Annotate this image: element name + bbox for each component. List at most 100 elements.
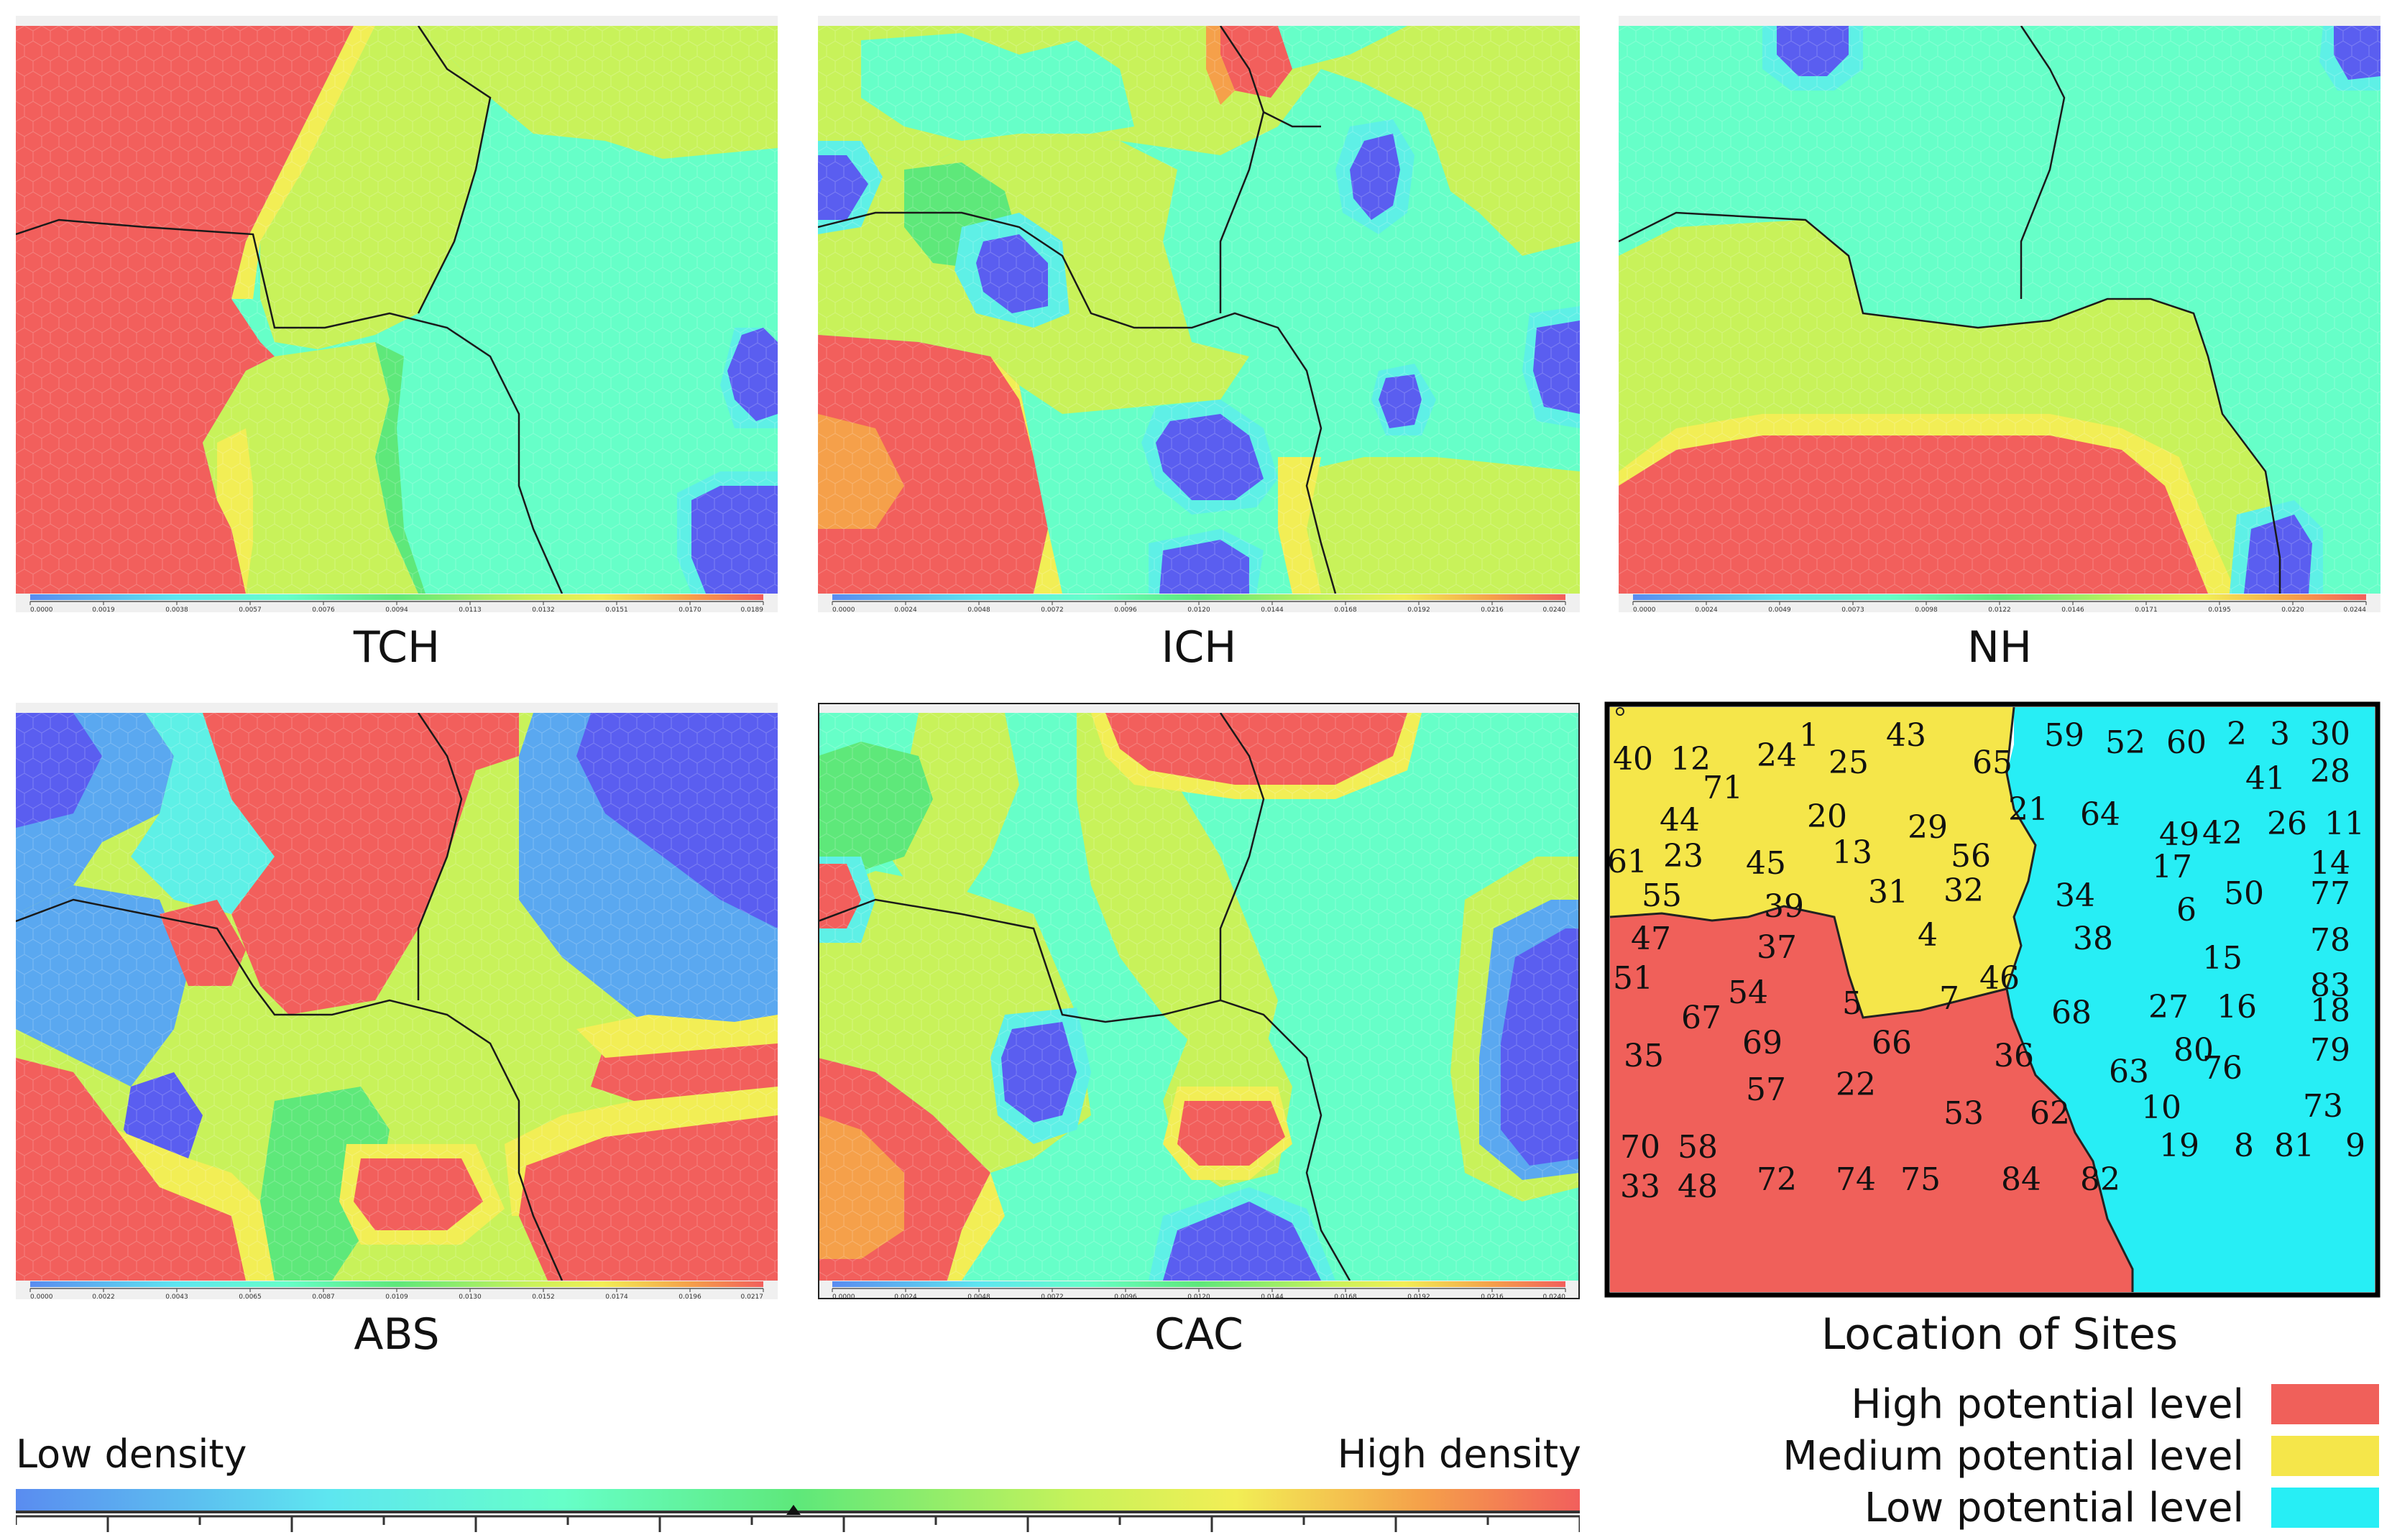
medium-potential-region: [1610, 707, 2036, 1018]
cac-tick-label: 0.0024: [894, 1294, 917, 1299]
sites-map-title: Location of Sites: [1821, 1309, 2179, 1360]
site-label: 64: [2080, 796, 2120, 833]
legend-high-swatch: [2271, 1384, 2379, 1424]
site-label: 74: [1836, 1161, 1876, 1198]
ich-tick-label: 0.0048: [967, 607, 990, 612]
abs-tick-label: 0.0196: [678, 1294, 702, 1299]
ich-tick-label: 0.0144: [1261, 607, 1284, 612]
site-label: 28: [2310, 753, 2350, 790]
site-label: 55: [1642, 877, 1682, 914]
site-label: 24: [1757, 737, 1797, 774]
site-label: 5: [1842, 985, 1862, 1022]
site-label: 50: [2224, 875, 2264, 912]
site-label: 35: [1624, 1038, 1664, 1074]
site-label: 26: [2267, 806, 2307, 842]
cac-tick-label: 0.0096: [1114, 1294, 1137, 1299]
tch-tick-label: 0.0151: [605, 607, 628, 612]
site-label: 77: [2310, 875, 2350, 912]
site-label: 75: [1900, 1161, 1941, 1198]
site-label: 32: [1944, 872, 1984, 909]
site-label: 73: [2303, 1088, 2343, 1125]
nh-caption: NH: [1967, 622, 2032, 673]
site-label: 68: [2051, 995, 2092, 1031]
tch-tick-label: 0.0038: [165, 607, 188, 612]
nh-tick-label: 0.0220: [2281, 607, 2304, 612]
legend-medium-label: Medium potential level: [1782, 1433, 2244, 1480]
site-label: 53: [1944, 1095, 1984, 1132]
site-label: 38: [2073, 921, 2113, 957]
ich-tick-label: 0.0096: [1114, 607, 1137, 612]
tch-tick-label: 0.0076: [312, 607, 335, 612]
ich-map: 0.0000 0.0024 0.0048 0.0072 0.0096 0.0120 0.01…: [818, 16, 1580, 612]
cac-caption: CAC: [1154, 1309, 1243, 1360]
abs-tick-label: 0.0022: [92, 1294, 115, 1299]
site-label: 41: [2245, 760, 2286, 797]
colorbar-high-label: High density: [1337, 1431, 1581, 1477]
site-label: 54: [1728, 974, 1768, 1011]
site-label: 15: [2202, 940, 2242, 977]
site-label: 4: [1918, 917, 1938, 954]
site-label: 13: [1832, 834, 1872, 871]
abs-tick-label: 0.0152: [532, 1294, 555, 1299]
tch-tick-label: 0.0019: [92, 607, 115, 612]
site-label: 49: [2159, 816, 2199, 853]
site-label: 9: [2345, 1128, 2365, 1164]
site-label: 10: [2141, 1089, 2181, 1126]
site-label: 30: [2310, 716, 2350, 752]
tch-tick-label: 0.0189: [741, 607, 764, 612]
site-label: 34: [2055, 877, 2095, 914]
legend-low-swatch: [2271, 1488, 2379, 1528]
tch-tick-label: 0.0170: [678, 607, 702, 612]
site-label: 45: [1746, 845, 1786, 882]
abs-tick-label: 0.0217: [741, 1294, 764, 1299]
site-label: 27: [2148, 989, 2189, 1025]
site-label: 79: [2310, 1032, 2350, 1069]
site-label: 62: [2030, 1095, 2070, 1132]
site-label: 1: [1799, 717, 1819, 754]
nh-tick-label: 0.0195: [2208, 607, 2231, 612]
site-label: 3: [2270, 716, 2290, 752]
site-label: 84: [2001, 1161, 2041, 1198]
colorbar: [14, 1489, 1581, 1538]
site-label: 46: [1979, 960, 2020, 997]
nh-tick-label: 0.0122: [1988, 607, 2011, 612]
site-label: 65: [1972, 744, 2012, 781]
tch-tick-label: 0.0113: [459, 607, 482, 612]
ich-tick-label: 0.0240: [1543, 607, 1566, 612]
site-label: 6: [2176, 892, 2196, 928]
abs-caption: ABS: [354, 1309, 440, 1360]
nh-tick-label: 0.0171: [2135, 607, 2158, 612]
site-label: 21: [2008, 791, 2048, 828]
ich-tick-label: 0.0192: [1407, 607, 1430, 612]
site-label: 51: [1613, 960, 1653, 997]
cac-tick-label: 0.0168: [1334, 1294, 1357, 1299]
site-label: 80: [2174, 1032, 2214, 1069]
site-label: 22: [1836, 1066, 1876, 1103]
legend-medium-swatch: [2271, 1436, 2379, 1476]
site-label: 71: [1703, 770, 1743, 806]
ich-tick-label: 0.0168: [1334, 607, 1357, 612]
sites-map: 40 12 24 1 43 25 65 71 44 20 29 21 61 23 45 13 56 31 32 4 59…: [1604, 701, 2380, 1298]
site-label: 57: [1746, 1071, 1786, 1108]
site-label: 42: [2202, 815, 2242, 852]
site-label: 82: [2080, 1161, 2120, 1198]
site-label: 48: [1678, 1168, 1718, 1205]
site-label: 44: [1660, 802, 1700, 839]
tch-tick-label: 0.0057: [239, 607, 262, 612]
ich-caption: ICH: [1161, 622, 1237, 673]
cac-tick-label: 0.0000: [832, 1294, 855, 1299]
site-label: 67: [1681, 1000, 1721, 1036]
nh-tick-label: 0.0098: [1915, 607, 1938, 612]
site-label: 12: [1670, 741, 1711, 778]
nh-tick-label: 0.0073: [1841, 607, 1864, 612]
ich-tick-label: 0.0120: [1187, 607, 1210, 612]
site-label: 40: [1613, 741, 1653, 778]
abs-tick-label: 0.0065: [239, 1294, 262, 1299]
site-label: 2: [2227, 716, 2247, 752]
site-label: 72: [1757, 1161, 1797, 1198]
high-potential-region: [1610, 906, 2133, 1292]
site-label: 36: [1994, 1038, 2034, 1074]
tch-tick-label: 0.0000: [30, 607, 53, 612]
cac-tick-label: 0.0144: [1261, 1294, 1284, 1299]
site-label: 76: [2202, 1050, 2242, 1087]
